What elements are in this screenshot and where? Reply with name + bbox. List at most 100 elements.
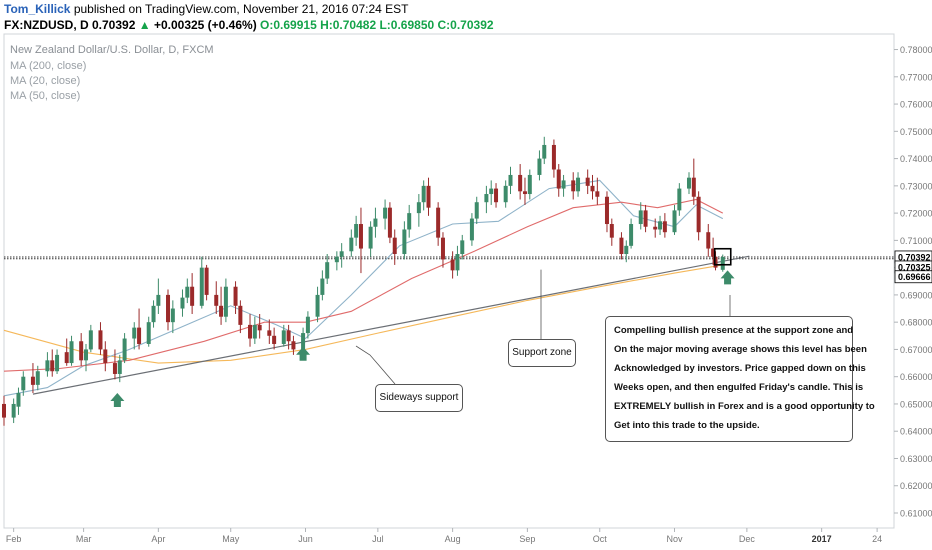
candle-body [334, 256, 339, 263]
candle-body [358, 224, 363, 249]
sideways-pointer [355, 345, 396, 385]
y-tick-label: 0.72000 [900, 209, 932, 219]
candle-body [339, 251, 344, 257]
up-arrow-icon [720, 270, 735, 285]
y-tick-label: 0.62000 [900, 481, 932, 491]
publish-text: published on TradingView.com, November 2… [73, 2, 409, 16]
candle-body [421, 185, 426, 203]
x-tick-label: Jul [372, 534, 384, 544]
symbol-line: FX:NZDUSD, D 0.70392 ▲ +0.00325 (+0.46%)… [4, 18, 494, 32]
analysis-note[interactable]: Compelling bullish presence at the suppo… [605, 316, 875, 442]
candle-body [272, 335, 277, 344]
candle-body [551, 144, 556, 170]
x-tick-label: Feb [6, 534, 22, 544]
candle-body [711, 248, 716, 257]
candle-body [214, 294, 219, 306]
candle-body [653, 226, 658, 230]
candle-body [436, 207, 441, 238]
candle-body [50, 360, 55, 372]
legend-ma50[interactable]: MA (50, close) [10, 90, 81, 102]
x-tick-label: May [222, 534, 240, 544]
up-arrow-icon [296, 346, 311, 361]
y-tick-label: 0.77000 [900, 72, 932, 82]
candle-body [103, 349, 108, 364]
candle-body [662, 221, 667, 233]
sideways-support-callout[interactable]: Sideways support [375, 384, 463, 412]
x-tick-label: Mar [76, 534, 92, 544]
candle-body [643, 210, 648, 227]
price-change: +0.00325 (+0.46%) [153, 18, 257, 32]
candle-body [368, 226, 373, 249]
y-tick-label: 0.75000 [900, 127, 932, 137]
legend-ma200[interactable]: MA (200, close) [10, 60, 87, 72]
candle-body [325, 262, 330, 279]
candle-body [2, 403, 6, 418]
candle-body [556, 169, 561, 189]
candle-body [677, 188, 682, 211]
candle-body [199, 267, 204, 306]
publish-line: Tom_Killick published on TradingView.com… [4, 2, 408, 16]
y-tick-label: 0.64000 [900, 427, 932, 437]
note-line: On the major moving average shows this l… [614, 344, 867, 355]
candle-body [320, 278, 325, 295]
candle-body [21, 376, 26, 391]
highlight-box [713, 247, 732, 266]
x-tick-label: Apr [151, 534, 165, 544]
y-tick-label: 0.67000 [900, 345, 932, 355]
price-label-box [894, 270, 932, 284]
x-tick-label: Aug [445, 534, 461, 544]
candle-body [88, 330, 93, 350]
candle-body [166, 294, 171, 323]
candle-body [484, 194, 489, 203]
author-link[interactable]: Tom_Killick [4, 2, 71, 16]
candle-body [542, 144, 547, 159]
candle-body [426, 185, 431, 208]
ohlc-values: O:0.69915 H:0.70482 L:0.69850 C:0.70392 [260, 18, 494, 32]
trend-line [32, 255, 750, 395]
candle-body [609, 224, 614, 238]
candle-body [706, 232, 711, 249]
y-tick-label: 0.73000 [900, 181, 932, 191]
x-tick-label: 24 [872, 534, 882, 544]
candle-body [305, 316, 310, 334]
candle-body [30, 376, 35, 385]
candle-body [686, 177, 691, 189]
candle-body [440, 237, 445, 260]
x-tick-label: Nov [667, 534, 684, 544]
candle-body [416, 202, 421, 214]
support-zone-callout[interactable]: Support zone [508, 339, 576, 367]
symbol-price: FX:NZDUSD, D 0.70392 [4, 18, 136, 32]
candle-body [16, 393, 21, 407]
candle-body [450, 259, 455, 271]
candle-body [223, 286, 228, 317]
candle-body [132, 327, 137, 339]
candle-body [638, 210, 643, 225]
y-tick-label: 0.65000 [900, 399, 932, 409]
candle-body [252, 324, 257, 339]
candle-body [257, 324, 262, 331]
candle-body [571, 180, 576, 192]
candle-body [503, 185, 508, 203]
x-tick-label: 2017 [812, 534, 832, 544]
y-tick-label: 0.68000 [900, 318, 932, 328]
y-tick-label: 0.78000 [900, 45, 932, 55]
up-arrow-icon [110, 393, 125, 408]
legend-ma20[interactable]: MA (20, close) [10, 75, 81, 87]
candle-body [219, 305, 224, 317]
note-line: Get into this trade to the upside. [614, 420, 760, 431]
candle-body [537, 158, 542, 175]
x-tick-label: Dec [739, 534, 756, 544]
candle-body [691, 177, 696, 197]
candle-body [286, 330, 291, 342]
candle-body [170, 308, 175, 323]
candle-body [387, 207, 392, 238]
y-tick-label: 0.63000 [900, 454, 932, 464]
y-tick-label: 0.74000 [900, 154, 932, 164]
candle-body [455, 254, 460, 271]
candle-body [672, 210, 677, 233]
y-tick-label: 0.69000 [900, 290, 932, 300]
candle-body [45, 360, 50, 372]
x-tick-label: Oct [593, 534, 608, 544]
candle-body [79, 341, 84, 361]
